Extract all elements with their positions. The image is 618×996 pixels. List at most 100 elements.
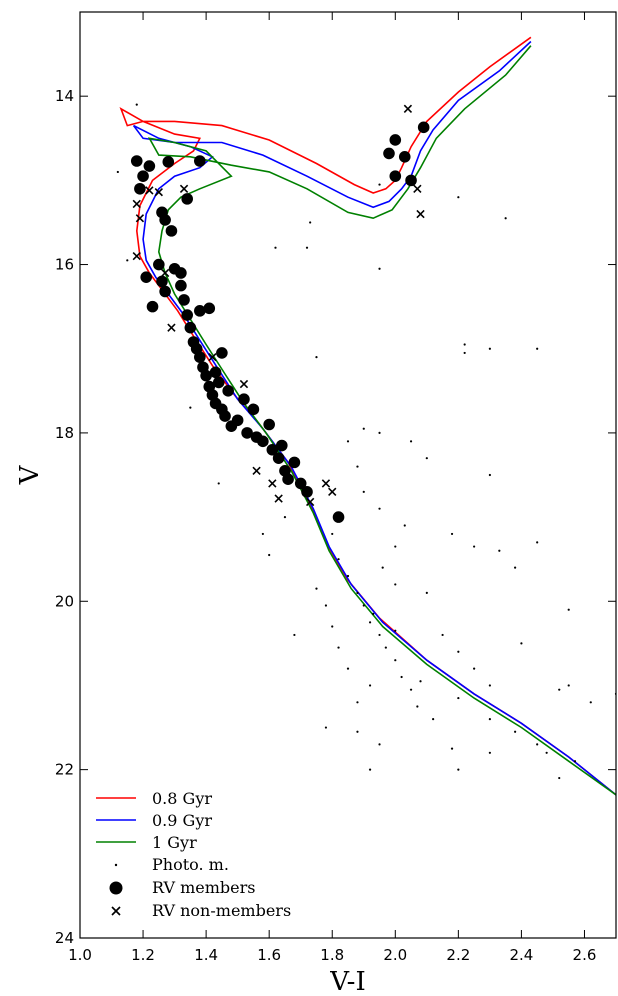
legend-marker-rv-member: [109, 881, 123, 895]
photometric-member-point: [403, 524, 406, 527]
photometric-member-point: [362, 427, 365, 430]
isochrones: [119, 36, 616, 796]
photometric-member-point: [488, 347, 491, 350]
y-tick-label: 20: [55, 592, 74, 610]
rv-member-point: [194, 155, 206, 167]
photometric-member-point: [356, 730, 359, 733]
photometric-member-point: [368, 768, 372, 771]
isochrone-0-9-gyr: [132, 40, 616, 796]
photometric-member-point: [372, 612, 375, 616]
rv-nonmember-point: [132, 199, 141, 209]
x-tick-label: 1.8: [320, 946, 344, 964]
x-tick-label: 1.0: [68, 946, 92, 964]
photometric-member-point: [394, 629, 397, 632]
legend-label-rv-members: RV members: [152, 878, 256, 897]
rv-member-point: [194, 305, 206, 317]
rv-member-point: [203, 302, 216, 315]
rv-nonmember-point: [154, 187, 163, 197]
legend-marker-photo-dot: [114, 863, 118, 867]
rv-member-point: [140, 271, 153, 283]
rv-member-point: [153, 258, 165, 271]
rv-member-point: [143, 160, 156, 172]
y-tick-label: 16: [55, 256, 74, 274]
legend-label-photo: Photo. m.: [152, 855, 229, 874]
photometric-member-point: [488, 473, 491, 477]
rv-member-point: [146, 300, 159, 313]
photometric-member-point: [378, 431, 381, 435]
rv-member-point: [184, 321, 197, 334]
rv-member-point: [130, 155, 143, 167]
photometric-member-point: [463, 351, 466, 355]
rv-nonmember-point: [416, 209, 425, 219]
rv-member-point: [389, 170, 402, 182]
rv-member-point: [266, 443, 279, 456]
photometric-member-point: [416, 705, 419, 708]
rv-nonmember-point: [132, 251, 141, 261]
photometric-member-point: [217, 482, 220, 485]
photometric-member-point: [362, 490, 365, 493]
photometric-member-point: [567, 684, 570, 687]
photometric-member-point: [384, 646, 387, 649]
photometric-member-point: [473, 667, 476, 670]
rv-member-point: [181, 309, 193, 321]
photometric-member-point: [514, 730, 517, 733]
rv-member-point: [137, 170, 149, 182]
legend-label-0-8-gyr: 0.8 Gyr: [152, 789, 212, 808]
ticks: [79, 12, 616, 939]
rv-member-point: [257, 435, 269, 448]
photometric-member-point: [536, 743, 539, 746]
rv-member-point: [159, 214, 171, 226]
rv-nonmember-point: [274, 494, 283, 503]
rv-member-point: [178, 294, 190, 306]
photometric-member-point: [274, 246, 277, 249]
rv-nonmember-point: [403, 104, 413, 113]
photometric-member-point: [368, 621, 372, 624]
photometric-member-point: [457, 650, 460, 653]
rv-nonmember-point: [328, 487, 337, 497]
y-tick-label: 14: [55, 87, 74, 105]
rv-nonmember-point: [413, 184, 422, 193]
photometric-member-point: [457, 768, 460, 771]
rv-member-point: [219, 410, 231, 422]
rv-member-point: [159, 285, 171, 298]
photometric-member-point: [346, 574, 350, 578]
photometric-member-point: [346, 667, 350, 670]
rv-member-point: [332, 511, 345, 523]
photometric-member-point: [368, 684, 372, 687]
photometric-member-point: [378, 507, 381, 510]
rv-member-point: [263, 418, 275, 431]
rv-nonmember-point: [135, 214, 145, 223]
rv-member-point: [212, 376, 225, 389]
legend-label-0-9-gyr: 0.9 Gyr: [152, 811, 212, 830]
rv-member-point: [288, 456, 301, 469]
photometric-member-point: [309, 221, 312, 224]
photometric-member-point: [567, 608, 570, 611]
tick-labels: 1.0 1.2 1.4 1.6 1.8 2.0 2.2 2.4 2.6 14 1…: [55, 87, 596, 964]
photometric-member-point: [381, 566, 384, 569]
rv-member-point: [389, 134, 402, 146]
photometric-member-point: [378, 743, 381, 746]
legend-label-1-gyr: 1 Gyr: [152, 833, 197, 852]
rv-nonmember-point: [252, 466, 261, 475]
x-tick-label: 1.2: [131, 946, 155, 964]
x-tick-label: 2.0: [383, 946, 407, 964]
photometric-member-point: [457, 696, 460, 700]
rv-member-point: [241, 427, 253, 439]
photometric-member-point: [536, 541, 539, 544]
rv-member-point: [209, 366, 222, 379]
photometric-member-point: [558, 688, 561, 691]
photometric-member-point: [450, 532, 454, 536]
plot-frame: [79, 11, 617, 939]
photometric-member-point: [305, 246, 309, 249]
photometric-member-point: [356, 465, 359, 468]
photometric-member-point: [473, 545, 476, 548]
rv-member-point: [162, 156, 175, 168]
rv-member-point: [282, 473, 294, 486]
rv-nonmember-point: [208, 352, 217, 362]
y-axis-title: V: [15, 464, 45, 485]
y-tick-label: 18: [55, 424, 74, 442]
photometric-member-point: [432, 718, 435, 721]
photometric-member-point: [545, 751, 548, 754]
photometric-member-point: [189, 406, 192, 409]
